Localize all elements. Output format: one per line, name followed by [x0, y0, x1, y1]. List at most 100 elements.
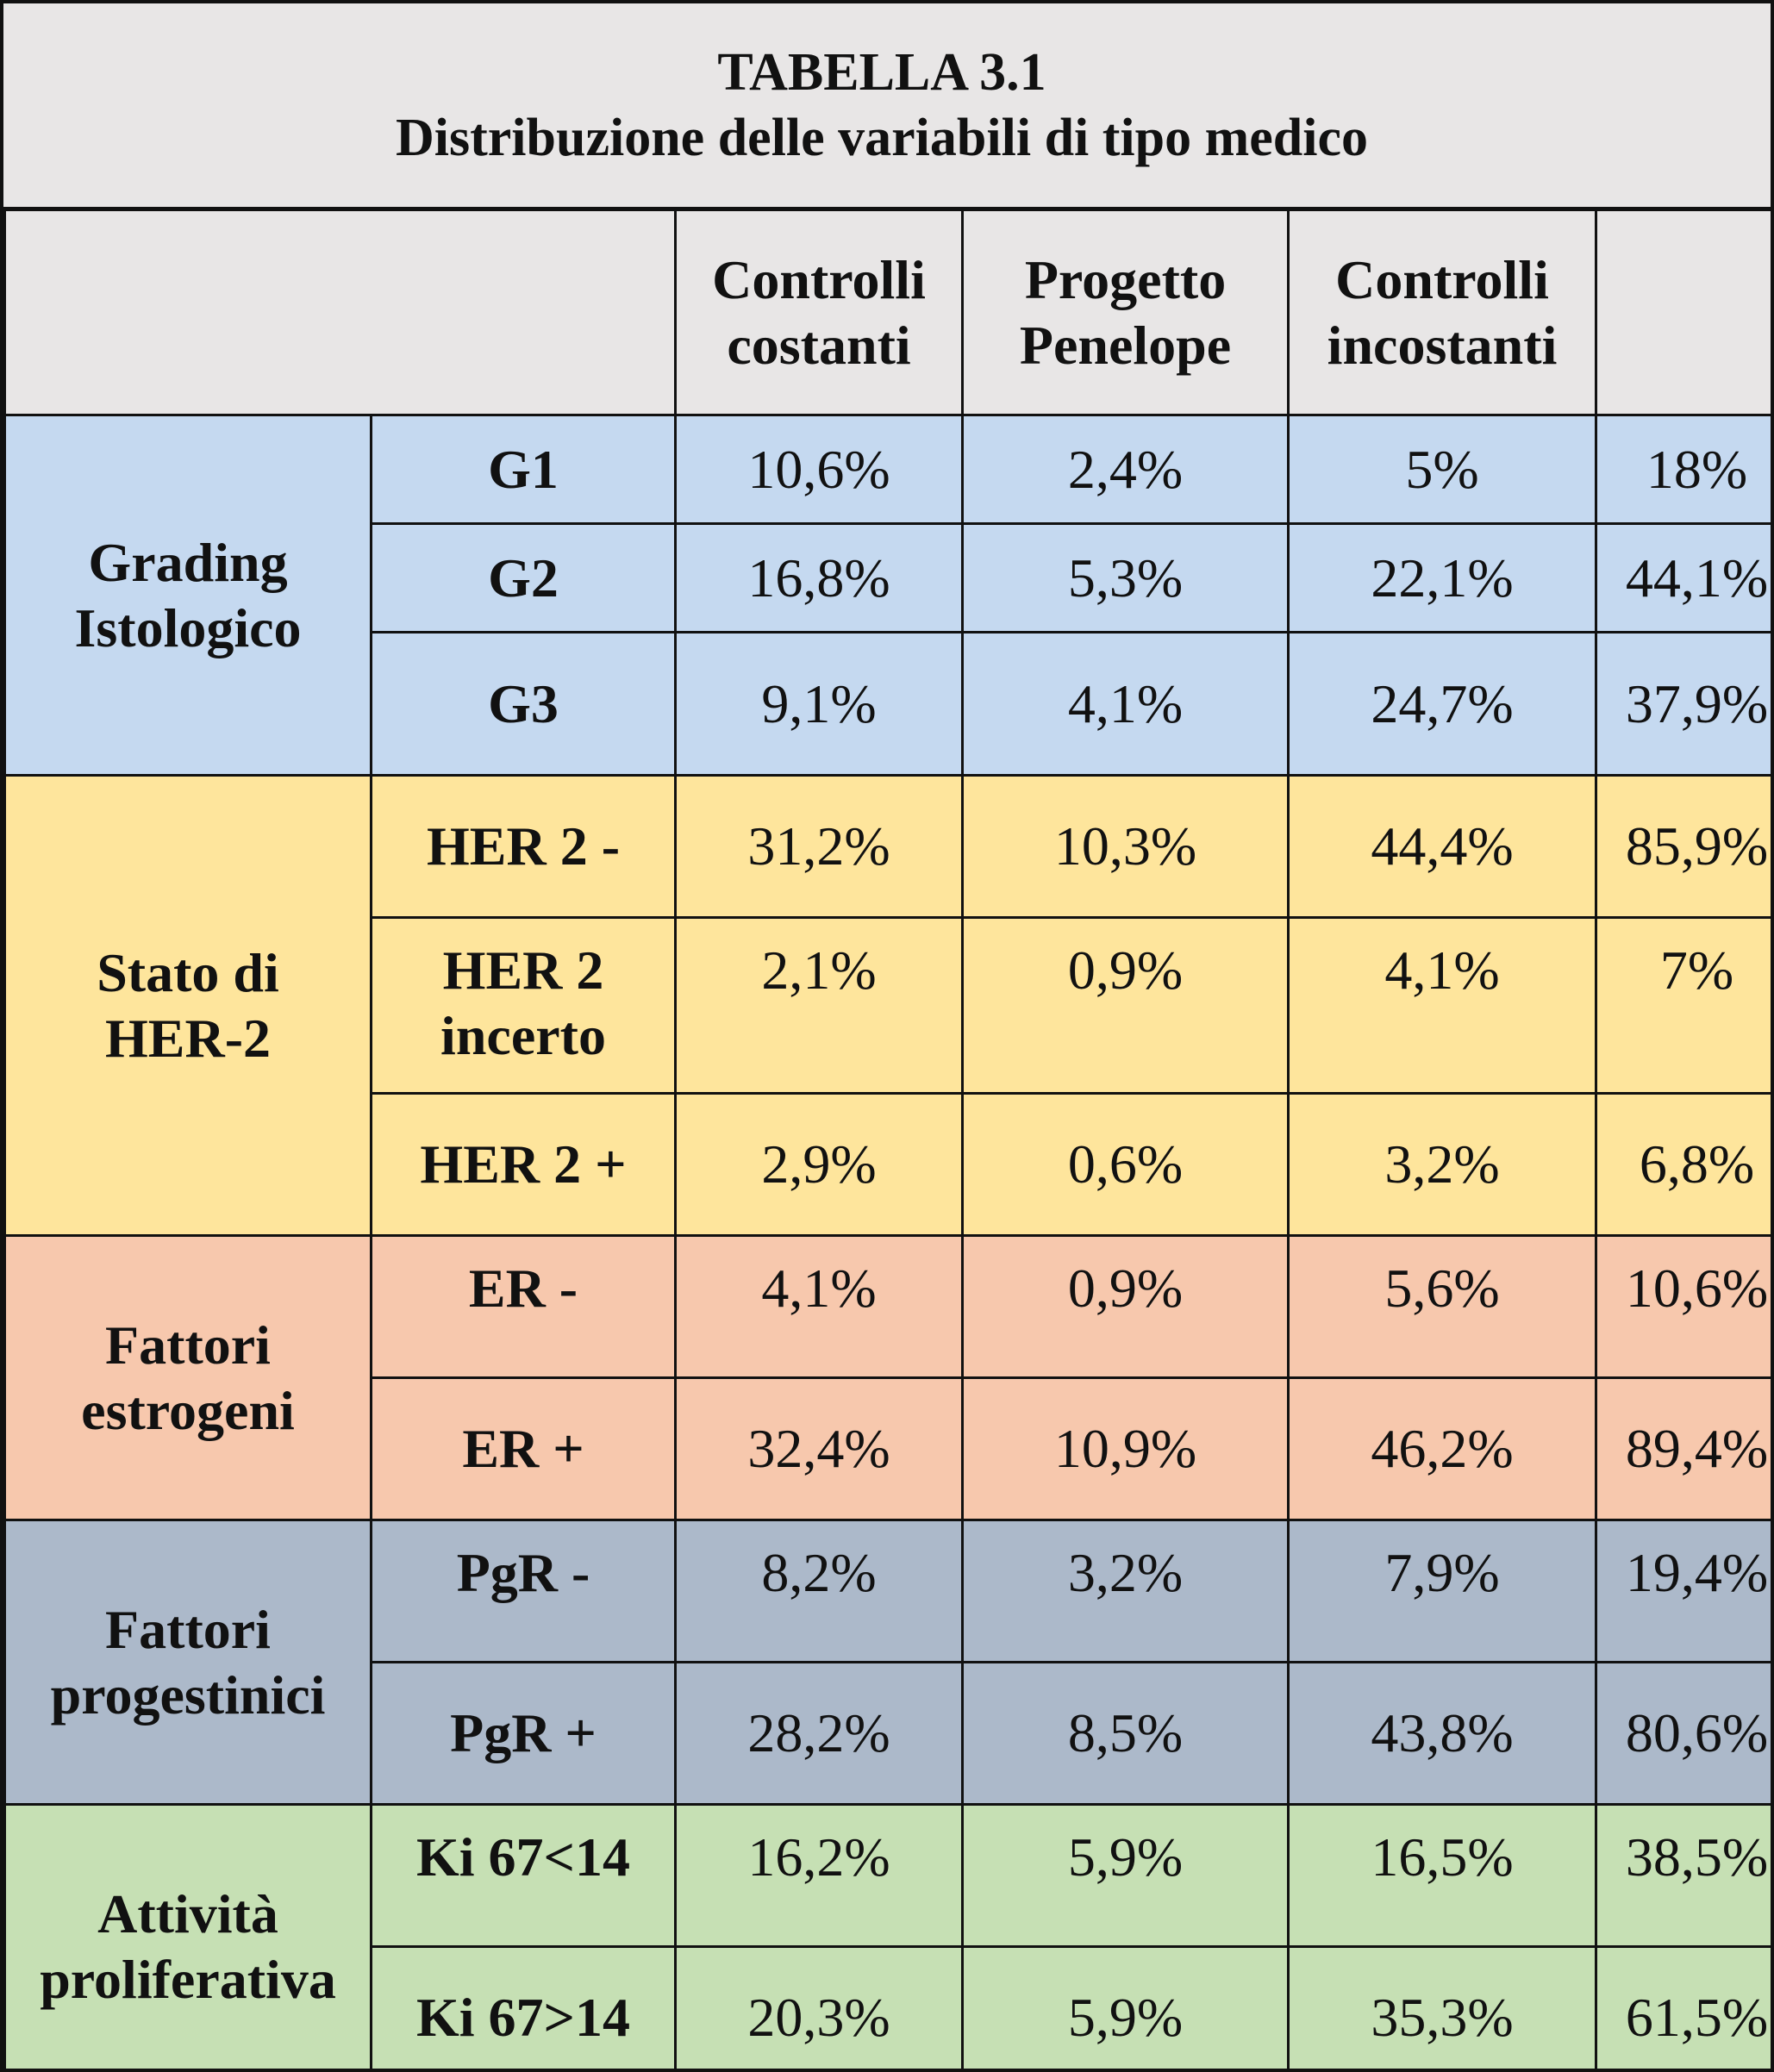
value-cell: 7% — [1595, 916, 1771, 1095]
row-label: Ki 67>14 — [370, 1945, 677, 2069]
value-cell: 10,3% — [961, 774, 1290, 919]
value-cell: 5% — [1287, 414, 1597, 525]
table-row: Fattori progestinici PgR - 8,2% 3,2% 7,9% 19,4… — [3, 1519, 1771, 1806]
table-row: Ki 67>14 20,3% 5,9% 35,3% 61,5% — [5, 1945, 1771, 2069]
value-cell: 8,2% — [674, 1519, 964, 1663]
value-cell: 32,4% — [674, 1376, 964, 1521]
group-label-fattori-progestinici: Fattori progestinici — [3, 1519, 372, 1806]
row-label-line: ER - — [468, 1258, 578, 1319]
group-label-line: Fattori — [105, 1598, 271, 1660]
row-label: Ki 67<14 — [370, 1803, 677, 1948]
value-cell: 5,9% — [961, 1803, 1290, 1948]
value-cell: 43,8% — [1287, 1661, 1597, 1806]
value-cell: 2,4% — [961, 414, 1290, 525]
row-label: ER - — [370, 1234, 677, 1379]
value-cell: 0,6% — [961, 1092, 1290, 1237]
header-row: Controlli costanti Progetto Penelope Con… — [3, 209, 1771, 416]
table-row: HER 2 + 2,9% 0,6% 3,2% 6,8% — [5, 1092, 1771, 1237]
column-header-line: Controlli — [1335, 248, 1549, 310]
row-label-line: HER 2 - — [427, 815, 620, 877]
value-cell: 18% — [1595, 414, 1771, 525]
table-row: Stato di HER-2 HER 2 - 31,2% 10,3% 44,4% 85,9% — [3, 774, 1771, 1237]
row-label: G3 — [370, 631, 677, 777]
table-row: Grading Istologico G1 10,6% 2,4% 5% 18% — [3, 414, 1771, 777]
table-row: Attività proliferativa Ki 67<14 16,2% 5,9% 16… — [3, 1803, 1771, 2069]
value-cell: 38,5% — [1595, 1803, 1771, 1948]
value-cell: 3,2% — [961, 1519, 1290, 1663]
group-label-line: Fattori — [105, 1314, 271, 1376]
value-cell: 10,9% — [961, 1376, 1290, 1521]
value-cell: 37,9% — [1595, 631, 1771, 777]
group-label-fattori-estrogeni: Fattori estrogeni — [3, 1234, 372, 1521]
row-label-line: Ki 67<14 — [415, 1826, 631, 1888]
row-label: G1 — [370, 414, 677, 525]
column-header-line: Progetto — [1024, 248, 1227, 310]
column-header-line: costanti — [727, 314, 911, 376]
group-label-line: HER-2 — [105, 1007, 271, 1069]
column-header-line: Controlli — [712, 248, 926, 310]
value-cell: 10,6% — [674, 414, 964, 525]
group-label-line: Grading — [88, 531, 288, 593]
value-cell: 4,1% — [1287, 916, 1597, 1095]
group-label-stato-her2: Stato di HER-2 — [3, 774, 372, 1237]
row-label-line: G1 — [488, 438, 559, 500]
column-header-line: Penelope — [1019, 314, 1232, 376]
group-label-line: Istologico — [74, 596, 302, 658]
value-cell: 31,2% — [674, 774, 964, 919]
row-label: ER + — [370, 1376, 677, 1521]
value-cell: 5,6% — [1287, 1234, 1597, 1379]
group-label-attivita-proliferativa: Attività proliferativa — [3, 1803, 372, 2069]
value-cell: 85,9% — [1595, 774, 1771, 919]
row-label-line: HER 2 + — [420, 1133, 627, 1195]
value-cell: 10,6% — [1595, 1234, 1771, 1379]
table-row: ER + 32,4% 10,9% 46,2% 89,4% — [5, 1376, 1771, 1521]
value-cell: 9,1% — [674, 631, 964, 777]
value-cell: 5,3% — [961, 522, 1290, 633]
value-cell: 89,4% — [1595, 1376, 1771, 1521]
row-label: HER 2 incerto — [370, 916, 677, 1095]
value-cell: 4,1% — [674, 1234, 964, 1379]
value-cell: 16,5% — [1287, 1803, 1597, 1948]
value-cell: 16,8% — [674, 522, 964, 633]
group-label-line: estrogeni — [81, 1379, 295, 1441]
table-title: TABELLA 3.1 Distribuzione delle variabil… — [3, 3, 1771, 210]
table-row: G3 9,1% 4,1% 24,7% 37,9% — [5, 631, 1771, 777]
value-cell: 4,1% — [961, 631, 1290, 777]
group-label-line: progestinici — [50, 1663, 326, 1726]
row-label-line: PgR - — [456, 1542, 590, 1603]
row-label-line: Ki 67>14 — [415, 1987, 631, 2048]
row-label: HER 2 + — [370, 1092, 677, 1237]
column-header-total — [1595, 209, 1771, 416]
row-label-line: G3 — [488, 672, 559, 734]
value-cell: 2,1% — [674, 916, 964, 1095]
value-cell: 22,1% — [1287, 522, 1597, 633]
group-label-line: proliferativa — [40, 1948, 336, 2010]
row-label-line: ER + — [462, 1418, 584, 1479]
value-cell: 0,9% — [961, 1234, 1290, 1379]
value-cell: 0,9% — [961, 916, 1290, 1095]
value-cell: 46,2% — [1287, 1376, 1597, 1521]
group-label-line: Attività — [97, 1882, 278, 1944]
column-header-line: incostanti — [1327, 314, 1558, 376]
row-label: PgR - — [370, 1519, 677, 1663]
column-header-controlli-costanti: Controlli costanti — [674, 209, 964, 416]
value-cell: 35,3% — [1287, 1945, 1597, 2069]
row-label: PgR + — [370, 1661, 677, 1806]
value-cell: 28,2% — [674, 1661, 964, 1806]
value-cell: 44,4% — [1287, 774, 1597, 919]
value-cell: 61,5% — [1595, 1945, 1771, 2069]
value-cell: 2,9% — [674, 1092, 964, 1237]
table-title-line2: Distribuzione delle variabili di tipo me… — [395, 109, 1369, 167]
value-cell: 24,7% — [1287, 631, 1597, 777]
value-cell: 8,5% — [961, 1661, 1290, 1806]
group-label-grading-istologico: Grading Istologico — [3, 414, 372, 777]
table-row: Fattori estrogeni ER - 4,1% 0,9% 5,6% 10,6% — [3, 1234, 1771, 1521]
value-cell: 80,6% — [1595, 1661, 1771, 1806]
value-cell: 20,3% — [674, 1945, 964, 2069]
row-label: G2 — [370, 522, 677, 633]
value-cell: 3,2% — [1287, 1092, 1597, 1237]
table-row: G2 16,8% 5,3% 22,1% 44,1% — [5, 522, 1771, 633]
table-row: HER 2 incerto 2,1% 0,9% 4,1% 7% — [5, 916, 1771, 1095]
header-empty-cell — [3, 209, 677, 416]
data-table: Controlli costanti Progetto Penelope Con… — [3, 209, 1771, 2069]
